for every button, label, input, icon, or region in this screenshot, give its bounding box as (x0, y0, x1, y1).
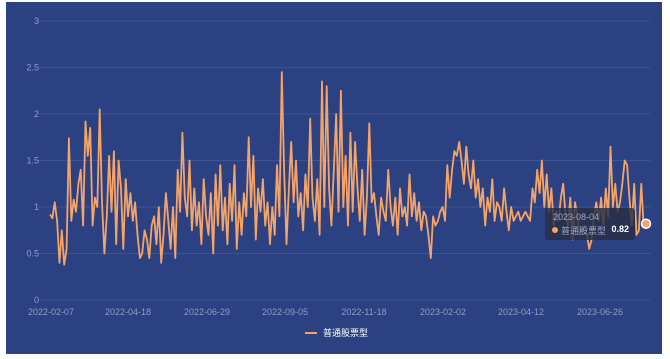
y-tick-label: 1.5 (26, 156, 39, 166)
x-tick-label: 2022-06-29 (184, 307, 230, 317)
x-tick-label: 2022-02-07 (28, 307, 74, 317)
grid-lines (38, 20, 650, 301)
legend-label: 普通股票型 (323, 328, 369, 338)
data-tooltip: 2023-08-04 普通股票型 0.82 (545, 208, 635, 240)
series-line[interactable] (49, 71, 647, 266)
tooltip-value: 0.82 (611, 224, 629, 234)
tooltip-date: 2023-08-04 (553, 212, 600, 222)
x-tick-label: 2022-09-05 (262, 307, 308, 317)
chart-legend[interactable]: 普通股票型 (305, 326, 368, 339)
x-tick-label: 2022-11-18 (341, 307, 386, 317)
tooltip-series-name: 普通股票型 (561, 226, 607, 236)
y-tick-label: 0.5 (26, 249, 39, 259)
y-tick-label: 2.5 (26, 63, 39, 73)
y-tick-label: 3 (34, 16, 39, 26)
x-tick-label: 2023-04-12 (498, 307, 544, 317)
y-axis-ticks: 0 0.5 1 1.5 2 2.5 3 (26, 16, 39, 305)
y-tick-label: 2 (34, 109, 39, 119)
x-tick-label: 2023-06-26 (577, 307, 623, 317)
y-tick-label: 1 (34, 202, 39, 212)
x-axis-ticks: 2022-02-07 2022-04-18 2022-06-29 2022-09-05… (28, 307, 623, 317)
x-tick-label: 2022-04-18 (105, 307, 151, 317)
tooltip-series-dot (552, 227, 558, 233)
legend-swatch (305, 331, 317, 334)
x-tick-label: 2023-02-02 (420, 307, 466, 317)
y-tick-label: 0 (34, 295, 39, 305)
hover-data-point[interactable] (640, 218, 652, 229)
